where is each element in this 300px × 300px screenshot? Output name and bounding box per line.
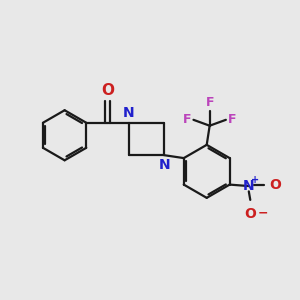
Text: F: F	[228, 113, 236, 126]
Text: F: F	[206, 96, 214, 109]
Text: N: N	[123, 106, 134, 120]
Text: O: O	[101, 83, 114, 98]
Text: N: N	[243, 179, 255, 193]
Text: O: O	[244, 207, 256, 221]
Text: O: O	[269, 178, 281, 192]
Text: −: −	[258, 207, 268, 220]
Text: F: F	[183, 113, 192, 126]
Text: +: +	[250, 175, 259, 185]
Text: N: N	[159, 158, 170, 172]
